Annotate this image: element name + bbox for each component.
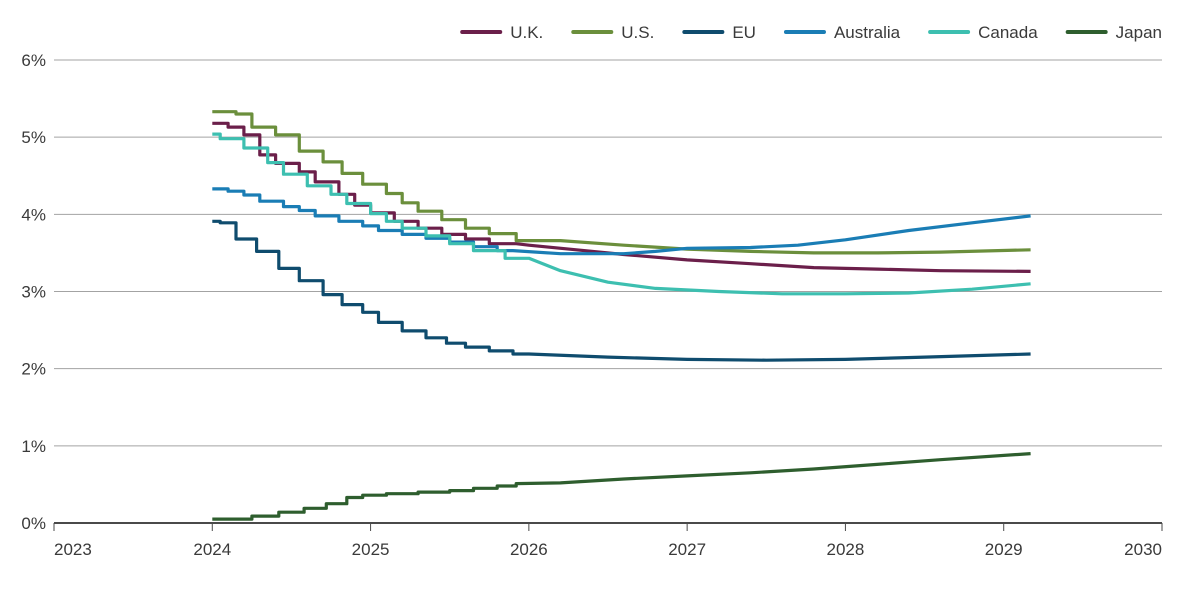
- x-tick-label: 2030: [1124, 540, 1162, 559]
- gridlines: [54, 59, 1162, 524]
- x-tick-label: 2024: [193, 540, 231, 559]
- series-lines: [212, 110, 1031, 521]
- legend-label: Japan: [1116, 23, 1162, 42]
- legend: U.K. U.S. EU Australia Canada Japan: [460, 23, 1162, 42]
- series-line-canada: [212, 132, 1031, 296]
- legend-label: EU: [732, 23, 756, 42]
- y-tick-label: 3%: [21, 283, 46, 302]
- x-tick-label: 2025: [352, 540, 390, 559]
- axes: 0% 1% 2% 3% 4% 5% 6% 2023 2024 2025 2026 2027 2028 20…: [21, 51, 1163, 559]
- y-tick-label: 0%: [21, 514, 46, 533]
- series-line-australia: [212, 187, 1031, 256]
- x-tick-label: 2029: [985, 540, 1023, 559]
- series-line-japan: [212, 452, 1031, 521]
- x-tick-label: 2026: [510, 540, 548, 559]
- series-line-eu: [212, 219, 1031, 362]
- y-tick-label: 4%: [21, 205, 46, 224]
- x-tick-label: 2027: [668, 540, 706, 559]
- x-tick-label: 2023: [54, 540, 92, 559]
- x-tick-label: 2028: [827, 540, 865, 559]
- y-tick-label: 6%: [21, 51, 46, 70]
- legend-label: Australia: [834, 23, 901, 42]
- y-tick-label: 2%: [21, 360, 46, 379]
- legend-label: U.K.: [510, 23, 543, 42]
- legend-label: Canada: [978, 23, 1038, 42]
- legend-label: U.S.: [621, 23, 654, 42]
- series-line-u-k: [212, 121, 1031, 273]
- y-tick-label: 1%: [21, 437, 46, 456]
- series-line-u-s: [212, 110, 1031, 255]
- y-tick-label: 5%: [21, 128, 46, 147]
